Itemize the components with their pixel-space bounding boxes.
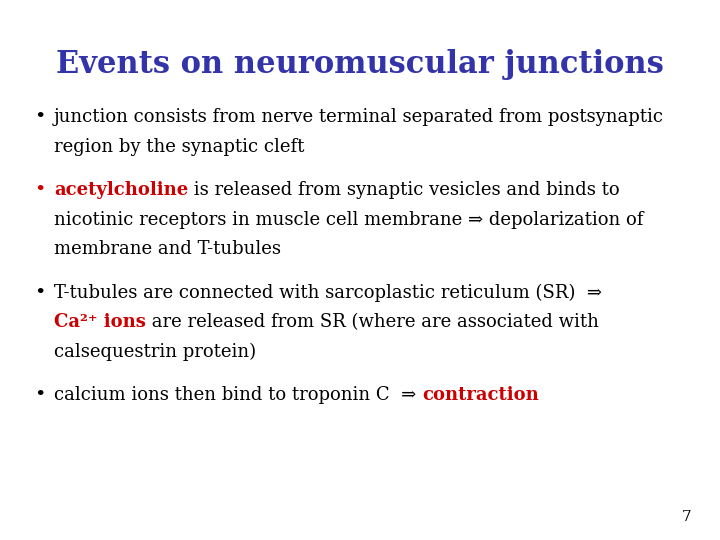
Text: •: • (34, 108, 45, 126)
Text: •: • (34, 386, 45, 404)
Text: Events on neuromuscular junctions: Events on neuromuscular junctions (56, 49, 664, 79)
Text: contraction: contraction (422, 386, 539, 404)
Text: Ca²⁺ ions: Ca²⁺ ions (54, 313, 146, 331)
Text: 7: 7 (682, 510, 691, 524)
Text: T-tubules are connected with sarcoplastic reticulum (SR)  ⇒: T-tubules are connected with sarcoplasti… (54, 284, 602, 302)
Text: is released from synaptic vesicles and binds to: is released from synaptic vesicles and b… (188, 181, 620, 199)
Text: acetylcholine: acetylcholine (54, 181, 188, 199)
Text: are released from SR (where are associated with: are released from SR (where are associat… (146, 313, 599, 331)
Text: calsequestrin protein): calsequestrin protein) (54, 343, 256, 361)
Text: calcium ions then bind to troponin C  ⇒: calcium ions then bind to troponin C ⇒ (54, 386, 422, 404)
Text: nicotinic receptors in muscle cell membrane ⇒ depolarization of: nicotinic receptors in muscle cell membr… (54, 211, 644, 228)
Text: junction consists from nerve terminal separated from postsynaptic: junction consists from nerve terminal se… (54, 108, 664, 126)
Text: membrane and T-tubules: membrane and T-tubules (54, 240, 281, 258)
Text: region by the synaptic cleft: region by the synaptic cleft (54, 138, 305, 156)
Text: •: • (34, 181, 45, 199)
Text: •: • (34, 284, 45, 301)
